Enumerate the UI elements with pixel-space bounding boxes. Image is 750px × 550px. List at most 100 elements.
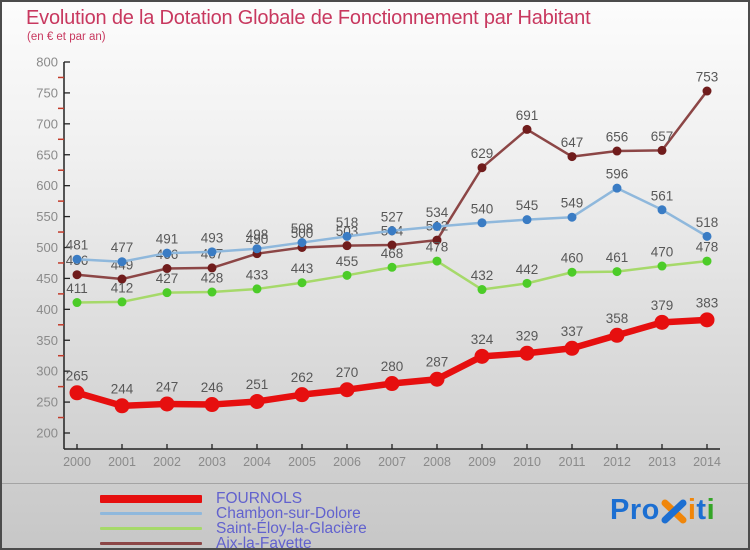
legend-divider	[2, 483, 748, 484]
value-label: 433	[246, 267, 269, 282]
data-point	[702, 256, 712, 266]
data-point	[387, 240, 397, 250]
value-label: 411	[66, 281, 88, 296]
data-point	[612, 183, 622, 193]
data-point	[429, 371, 445, 387]
page-title: Evolution de la Dotation Globale de Fonc…	[26, 7, 591, 29]
legend-swatch-aix	[100, 542, 202, 545]
data-point	[384, 376, 400, 392]
data-point	[204, 397, 220, 413]
data-point	[162, 248, 172, 258]
data-point	[162, 264, 172, 274]
data-point	[249, 393, 265, 409]
data-point	[252, 284, 262, 294]
axis-tick-label: 550	[36, 209, 58, 224]
value-label: 481	[66, 238, 89, 253]
data-point	[387, 262, 397, 272]
data-point	[72, 254, 82, 264]
data-point	[117, 274, 127, 284]
data-point	[342, 231, 352, 241]
data-point	[162, 288, 172, 298]
data-point	[432, 221, 442, 231]
value-label: 427	[156, 271, 179, 286]
data-point	[117, 297, 127, 307]
axis-tick-label: 250	[36, 395, 58, 410]
value-label: 247	[156, 379, 179, 394]
value-label: 265	[66, 368, 89, 383]
value-label: 508	[291, 221, 314, 236]
value-label: 251	[246, 377, 269, 392]
data-point	[159, 396, 175, 412]
year-label: 2006	[333, 455, 361, 469]
value-label: 470	[651, 245, 674, 260]
value-label: 270	[336, 365, 359, 380]
data-point	[474, 348, 490, 364]
year-label: 2003	[198, 455, 226, 469]
value-label: 545	[516, 198, 539, 213]
data-point	[654, 314, 670, 330]
data-point	[477, 218, 487, 228]
data-point	[117, 257, 127, 267]
line-chart: 200 250 300 350 400 450 500 550 600 650 700 750 800 2…	[36, 55, 721, 470]
data-point	[612, 267, 622, 277]
data-point	[699, 312, 715, 328]
page-subtitle: (en € et par an)	[27, 31, 106, 43]
data-point	[657, 261, 667, 271]
data-point	[114, 398, 130, 414]
year-label: 2007	[378, 455, 406, 469]
legend-label: Aix-la-Fayette	[216, 535, 312, 550]
data-point	[564, 340, 580, 356]
data-point	[252, 244, 262, 254]
legend-label: FOURNOLS	[216, 490, 303, 507]
data-point	[207, 247, 217, 257]
legend-swatch-saint-eloy	[100, 527, 202, 530]
value-label: 549	[561, 196, 584, 211]
value-label: 383	[696, 295, 719, 310]
data-point	[294, 387, 310, 403]
year-label: 2010	[513, 455, 541, 469]
value-label: 329	[516, 329, 539, 344]
data-point	[702, 86, 712, 96]
axis-tick-label: 400	[36, 302, 58, 317]
value-label: 461	[606, 250, 629, 265]
value-label: 379	[651, 298, 674, 313]
data-point	[342, 270, 352, 280]
data-point	[432, 235, 442, 245]
data-point	[702, 231, 712, 241]
value-label: 428	[201, 271, 224, 286]
value-label: 540	[471, 201, 494, 216]
value-label: 246	[201, 380, 224, 395]
axis-tick-label: 600	[36, 178, 58, 193]
legend-swatch-chambon	[100, 512, 202, 515]
year-label: 2002	[153, 455, 181, 469]
value-label: 412	[111, 280, 134, 295]
data-point	[477, 285, 487, 295]
data-point	[519, 345, 535, 361]
axis-tick-label: 750	[36, 85, 58, 100]
value-label: 491	[156, 232, 179, 247]
year-label: 2009	[468, 455, 496, 469]
legend: FOURNOLS Chambon-sur-Dolore Saint-Éloy-l…	[100, 491, 367, 550]
data-point	[522, 278, 532, 288]
axis-tick-label: 650	[36, 147, 58, 162]
logo-t: t	[696, 494, 707, 526]
year-label: 2000	[63, 455, 91, 469]
value-label: 518	[336, 215, 359, 230]
data-point	[432, 256, 442, 266]
legend-item-fournols: FOURNOLS	[100, 491, 367, 506]
value-label: 691	[516, 108, 539, 123]
value-label: 262	[291, 370, 314, 385]
value-label: 324	[471, 332, 494, 347]
value-label: 244	[111, 381, 134, 396]
axis-tick-label: 300	[36, 364, 58, 379]
year-label: 2004	[243, 455, 271, 469]
year-label: 2011	[559, 455, 586, 469]
year-label: 2005	[288, 455, 316, 469]
data-point	[72, 270, 82, 280]
year-label: 2014	[693, 455, 721, 469]
data-point	[69, 385, 85, 401]
legend-swatch-fournols	[100, 494, 202, 503]
data-point	[609, 327, 625, 343]
axis-tick-label: 350	[36, 333, 58, 348]
